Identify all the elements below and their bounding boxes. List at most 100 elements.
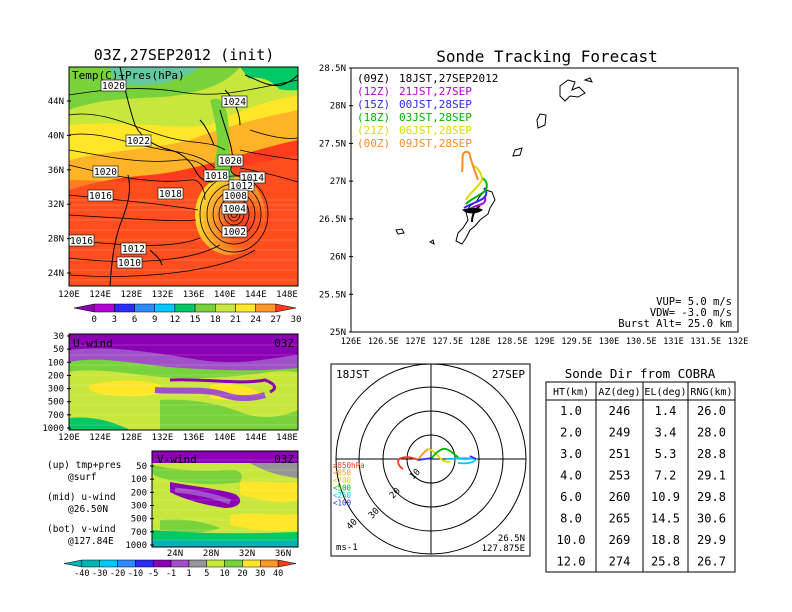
table-cell: 12.0 <box>557 555 586 569</box>
pressure-tick-label: 30 <box>53 332 64 342</box>
left-map-title: 03Z,27SEP2012 (init) <box>94 46 275 64</box>
track-map-frame <box>350 67 739 333</box>
pressure-tick-label: 300 <box>48 385 64 395</box>
colorbar-label: 6 <box>132 315 137 325</box>
table-cell: 10.0 <box>557 533 586 547</box>
pressure-tick-label: 500 <box>48 398 64 408</box>
table-cell: 249 <box>609 426 631 440</box>
table-title: Sonde Dir from COBRA <box>565 366 716 381</box>
table-cell: 251 <box>609 447 631 461</box>
colorbar-swatch <box>275 303 297 313</box>
track-map-y-axis: 28.5N 28N 27.5N 27N 26.5N 26N 25.5N 25N <box>319 64 353 338</box>
isobar-label: 1008 <box>224 191 247 202</box>
pressure-level-label: <250 <box>333 491 352 500</box>
table-cell: 274 <box>609 555 631 569</box>
table-cell: 29.8 <box>697 490 726 504</box>
isobar-label: 1014 <box>241 173 264 184</box>
pressure-level-label: <850 <box>333 469 352 478</box>
colorbar-swatch <box>242 559 261 568</box>
isobar-label: 1012 <box>230 181 253 192</box>
table-cell: 28.8 <box>697 447 726 461</box>
table-cell: 18.8 <box>651 533 680 547</box>
v-wind-field <box>152 451 298 547</box>
table-header: RNG(km) <box>690 387 732 398</box>
table-cell: 5.3 <box>655 447 677 461</box>
lat-tick-label: 28.5N <box>319 64 346 74</box>
temperature-field: 1020 1024 1022 1020 1020 1018 1016 1018 … <box>69 67 298 286</box>
lon-tick-label: 140E <box>214 433 236 443</box>
table-cell: 3.4 <box>655 426 677 440</box>
legend-note: @127.84E <box>68 536 114 547</box>
left-map-x-axis: 120E 124E 128E 132E 136E 140E 144E 148E <box>58 290 298 300</box>
colorbar-swatch <box>63 559 83 568</box>
legend-note: (mid) u-wind <box>47 492 116 503</box>
table-cell: 29.9 <box>697 533 726 547</box>
colorbar-label: 3 <box>112 315 117 325</box>
left-map-label: Temp(C)+Pres(hPa) <box>72 69 185 82</box>
track-time-jst: 18JST,27SEP2012 <box>399 72 498 85</box>
lat-tick-label: 28N <box>48 235 64 245</box>
lon-tick-label: 124E <box>89 290 111 300</box>
pressure-level-label: <500 <box>333 484 352 493</box>
lon-tick-label: 124E <box>89 433 111 443</box>
lon-tick-label: 129.5E <box>561 337 592 347</box>
polar-unit: ms-1 <box>336 543 358 553</box>
colorbar-label: 27 <box>270 315 281 325</box>
track-time-utc: (09Z) <box>357 72 390 85</box>
lon-tick-label: 130.5E <box>626 337 657 347</box>
colorbar-swatch <box>194 303 216 313</box>
lon-tick-label: 126E <box>341 337 361 347</box>
v-wind-time: 03Z <box>274 453 294 466</box>
pressure-tick-label: 100 <box>131 475 147 485</box>
lon-tick-label: 131.5E <box>690 337 721 347</box>
legend-note: (up) tmp+pres <box>47 460 121 471</box>
colorbar-label: 15 <box>190 315 201 325</box>
u-wind-label: U-wind <box>73 337 113 350</box>
lat-tick-label: 36N <box>275 549 291 559</box>
isobar-label: 1002 <box>223 227 246 238</box>
table-cell: 30.6 <box>697 512 726 526</box>
lat-tick-label: 24N <box>167 549 183 559</box>
pressure-tick-label: 1000 <box>42 424 64 434</box>
isobar-label: 1020 <box>102 81 125 92</box>
colorbar-label: 24 <box>250 315 261 325</box>
pressure-tick-label: 700 <box>48 411 64 421</box>
table-cell: 253 <box>609 469 631 483</box>
lon-tick-label: 131E <box>663 337 683 347</box>
lon-tick-label: 120E <box>58 290 80 300</box>
pressure-tick-label: 200 <box>48 371 64 381</box>
table-header: AZ(deg) <box>598 387 640 398</box>
colorbar-swatch <box>93 303 115 313</box>
colorbar-label: -20 <box>110 569 125 579</box>
table-header: HT(km) <box>553 387 589 398</box>
table-border <box>545 381 736 573</box>
lat-tick-label: 32N <box>239 549 255 559</box>
lat-tick-label: 32N <box>48 200 64 210</box>
temperature-colorbar-labels: 0 3 6 9 12 15 18 21 24 27 30 <box>91 315 301 325</box>
pressure-tick-label: 1000 <box>125 541 147 551</box>
colorbar-swatch <box>134 303 155 313</box>
hodograph <box>397 447 478 470</box>
isobar-label: 1024 <box>223 97 246 108</box>
table-cell: 3.0 <box>560 447 582 461</box>
polar-lon: 127.875E <box>482 544 525 554</box>
lat-tick-label: 25.5N <box>319 290 346 300</box>
lon-tick-label: 128.5E <box>497 337 528 347</box>
lon-tick-label: 130E <box>599 337 619 347</box>
polar-time-right: 27SEP <box>492 368 525 381</box>
colorbar-swatch <box>152 559 172 568</box>
isobar-label: 1016 <box>89 191 112 202</box>
table-cell: 1.0 <box>560 404 582 418</box>
lat-tick-label: 27.5N <box>319 139 346 149</box>
legend-note: (bot) v-wind <box>47 524 116 535</box>
colorbar-label: 5 <box>204 569 209 579</box>
track-time-utc: (18Z) <box>357 111 390 124</box>
track-time-legend: (09Z) 18JST,27SEP2012 (12Z) 21JST,27SEP (15Z… <box>357 72 498 150</box>
u-wind-field <box>69 334 298 430</box>
isobar-label: 1004 <box>223 204 246 215</box>
colorbar-swatch <box>154 303 176 313</box>
sonde-direction-table: HT(km) AZ(deg) EL(deg) RNG(km) 1.0 246 1.4 26.0… <box>545 381 736 573</box>
sonde-tracks <box>461 150 488 223</box>
pressure-tick-label: 200 <box>131 488 147 498</box>
